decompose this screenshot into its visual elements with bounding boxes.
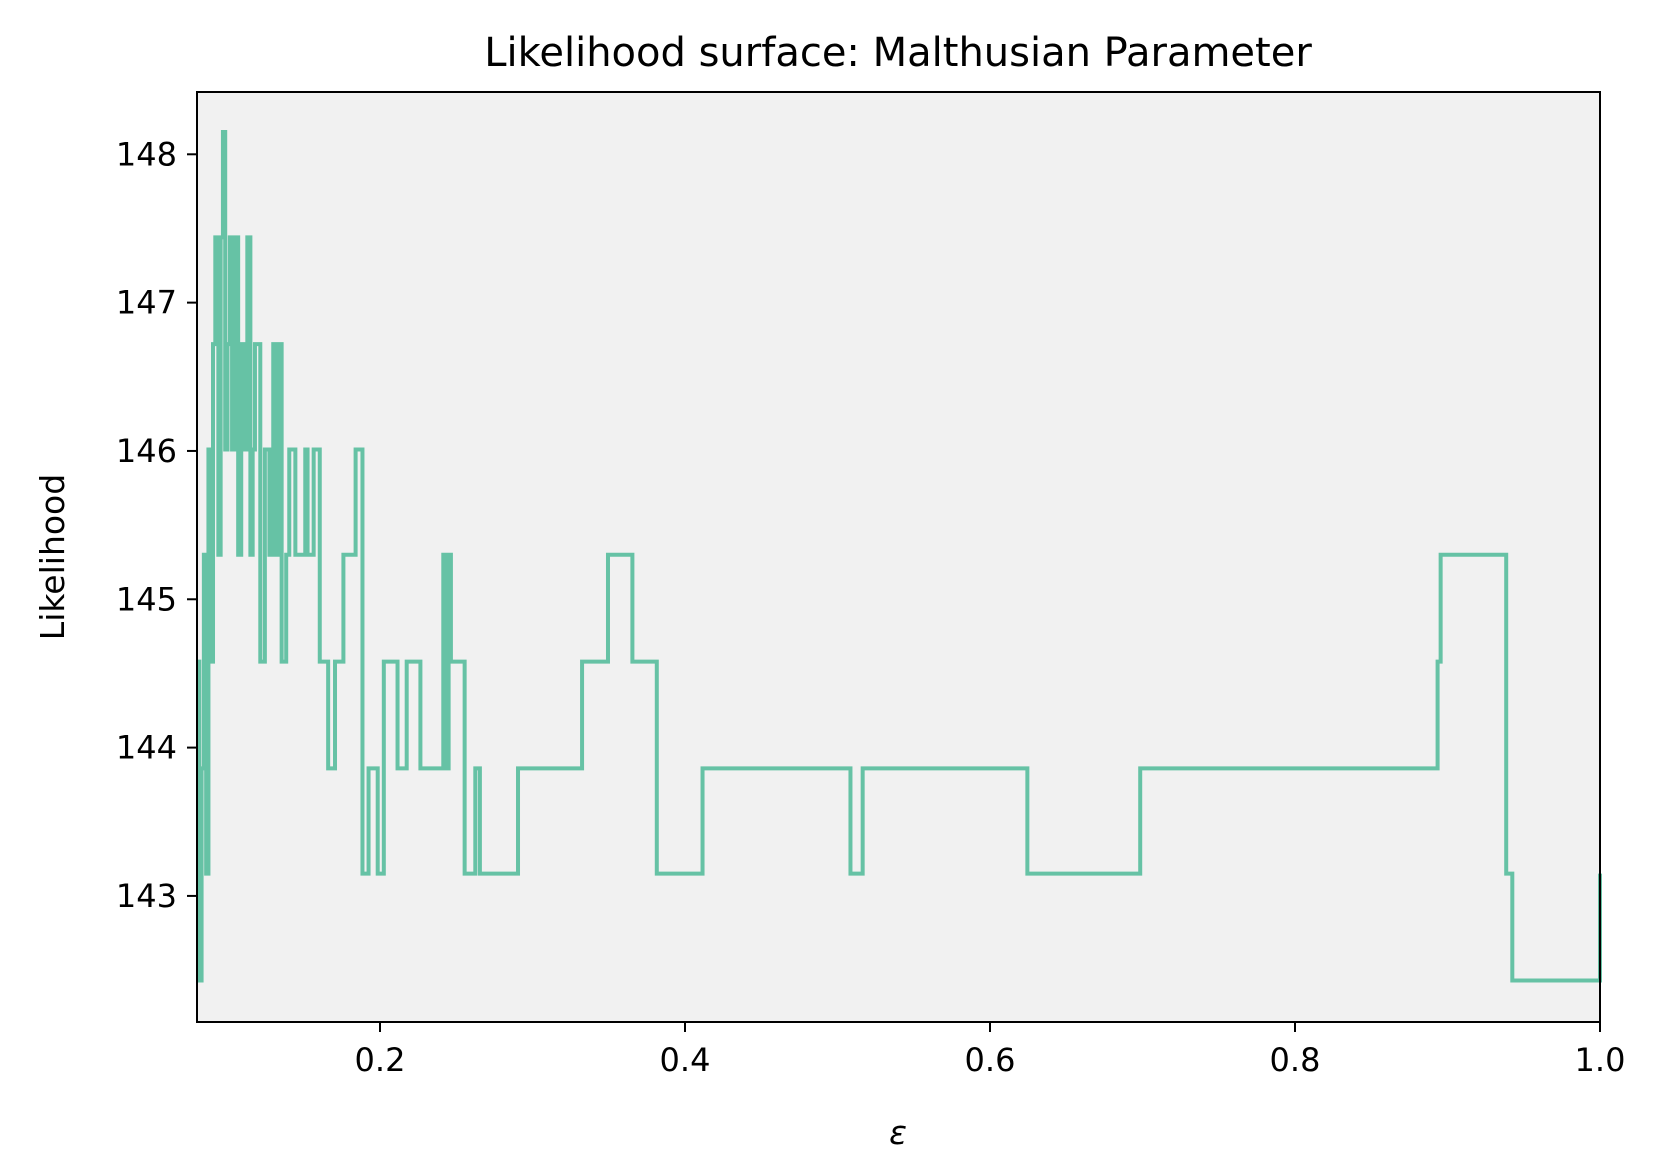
y-tick-label: 147 <box>116 284 177 322</box>
x-axis-ticks: 0.2 0.4 0.6 0.8 1.0 <box>355 1022 1626 1079</box>
y-axis-label: Likelihood <box>33 474 72 640</box>
x-axis-label: ε <box>889 1113 907 1152</box>
x-tick-label: 0.2 <box>355 1041 406 1079</box>
x-tick-label: 0.6 <box>965 1041 1016 1079</box>
y-tick-label: 148 <box>116 135 177 173</box>
y-axis-ticks: 143 144 145 146 147 148 <box>116 135 197 915</box>
likelihood-series-line <box>197 130 1602 983</box>
y-tick-label: 144 <box>116 729 177 767</box>
y-tick-label: 146 <box>116 432 177 470</box>
x-tick-label: 1.0 <box>1575 1041 1626 1079</box>
plot-frame <box>196 91 1601 1023</box>
series-layer <box>197 130 1602 983</box>
plot-background <box>197 92 1600 1022</box>
y-tick-label: 143 <box>116 877 177 915</box>
chart-title: Likelihood surface: Malthusian Parameter <box>484 30 1312 76</box>
x-tick-label: 0.4 <box>660 1041 711 1079</box>
x-tick-label: 0.8 <box>1270 1041 1321 1079</box>
y-tick-label: 145 <box>116 580 177 618</box>
